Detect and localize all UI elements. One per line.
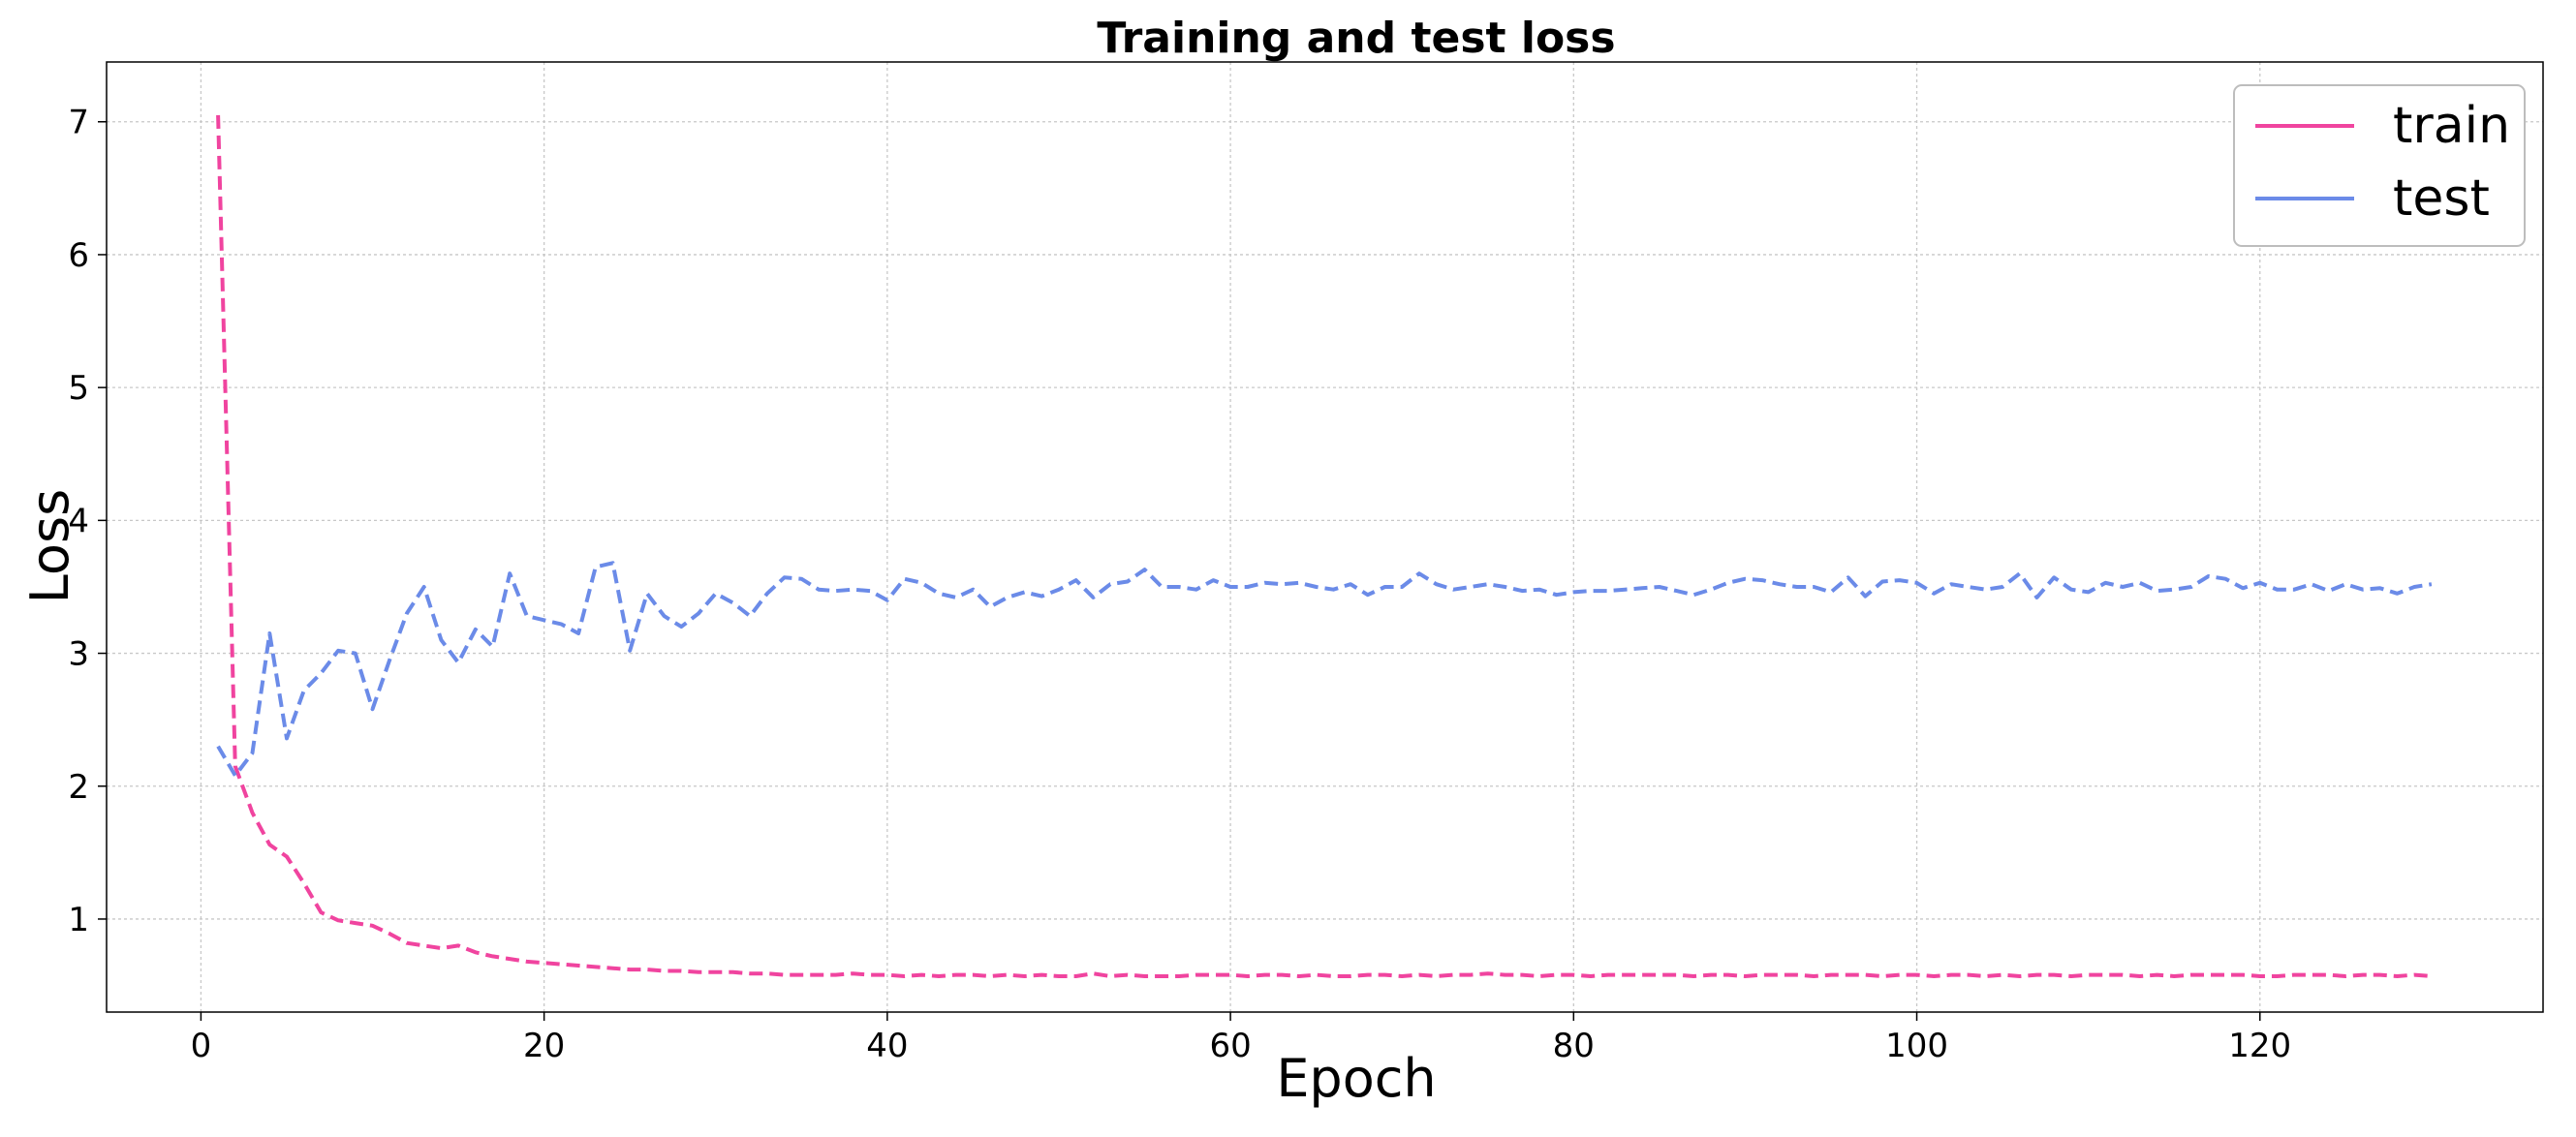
series-line-test: [216, 561, 2433, 778]
x-tick-label-100: 100: [1885, 1027, 1948, 1065]
y-tick-label-3: 3: [68, 635, 89, 674]
series-line-train: [216, 114, 2433, 978]
series-layer: [216, 114, 2433, 978]
plot-frame: [106, 61, 2544, 1013]
legend-label-train: train: [2393, 97, 2510, 155]
chart-title: Training and test loss: [1097, 14, 1615, 63]
y-tick-label-1: 1: [68, 901, 89, 939]
legend-label-test: test: [2393, 169, 2490, 228]
y-tick-label-2: 2: [68, 768, 89, 807]
x-tick-label-0: 0: [191, 1027, 212, 1065]
legend: train test: [2233, 84, 2526, 247]
x-tick-label-40: 40: [866, 1027, 908, 1065]
y-tick-label-5: 5: [68, 369, 89, 408]
x-tick-label-60: 60: [1209, 1027, 1251, 1065]
y-tick-label-6: 6: [68, 236, 89, 275]
x-tick-label-20: 20: [523, 1027, 565, 1065]
y-tick-label-7: 7: [68, 104, 89, 142]
tick-layer: 0 20 40 60 80 100 120 1 2 3 4 5 6 7: [68, 104, 2291, 1065]
x-tick-label-120: 120: [2228, 1027, 2291, 1065]
y-tick-label-4: 4: [68, 502, 89, 540]
y-axis-label: Loss: [19, 489, 80, 603]
grid-layer: [107, 62, 2543, 1012]
x-tick-label-80: 80: [1553, 1027, 1595, 1065]
x-axis-label: Epoch: [1276, 1048, 1436, 1109]
